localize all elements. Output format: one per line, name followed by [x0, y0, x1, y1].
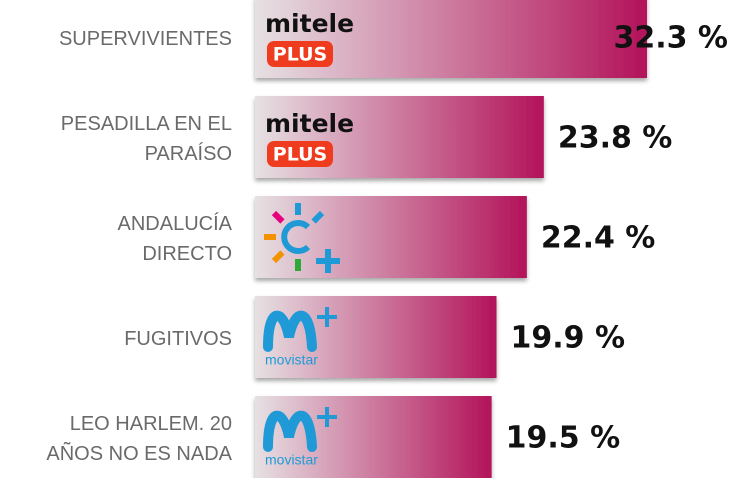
- logo-ray: [271, 250, 285, 264]
- logo-badge: [267, 41, 333, 67]
- logo-badge-text: PLUS: [273, 144, 327, 166]
- value-label: 19.5 %: [506, 421, 621, 456]
- logo-brand: movistar: [265, 452, 318, 468]
- category-label: SUPERVIVIENTES: [58, 28, 232, 50]
- bar: [255, 396, 492, 478]
- logo: mitele PLUS: [265, 9, 354, 67]
- category-label: LEO HARLEM. 20 AÑOS NO ES NADA: [46, 413, 232, 465]
- logo-brand: mitele: [265, 109, 354, 138]
- value-label: 19.9 %: [511, 321, 626, 356]
- logo-ray: [271, 210, 285, 224]
- logo: mitele PLUS: [265, 109, 354, 167]
- logo-plus: [317, 307, 337, 327]
- logo-m: [263, 410, 317, 452]
- logo-ray: [311, 210, 325, 224]
- logo-badge: [267, 141, 333, 167]
- logo-brand: movistar: [265, 352, 318, 368]
- logo-m: [263, 310, 317, 352]
- logo-brand: mitele: [265, 9, 354, 38]
- logo: movistar: [263, 407, 337, 468]
- bar: [255, 296, 497, 378]
- value-label: 23.8 %: [558, 121, 673, 156]
- logo: movistar: [263, 307, 337, 368]
- category-label: FUGITIVOS: [124, 328, 232, 350]
- logo-c: [281, 220, 311, 254]
- category-label: PESADILLA EN EL PARAÍSO: [60, 113, 232, 165]
- logo-plus: [317, 407, 337, 427]
- logo: [264, 203, 340, 273]
- category-label: ANDALUCÍA DIRECTO: [117, 213, 232, 265]
- value-label: 32.3 %: [613, 21, 728, 56]
- logo-badge-text: PLUS: [273, 44, 327, 66]
- value-label: 22.4 %: [541, 221, 656, 256]
- logo-plus: [316, 249, 340, 273]
